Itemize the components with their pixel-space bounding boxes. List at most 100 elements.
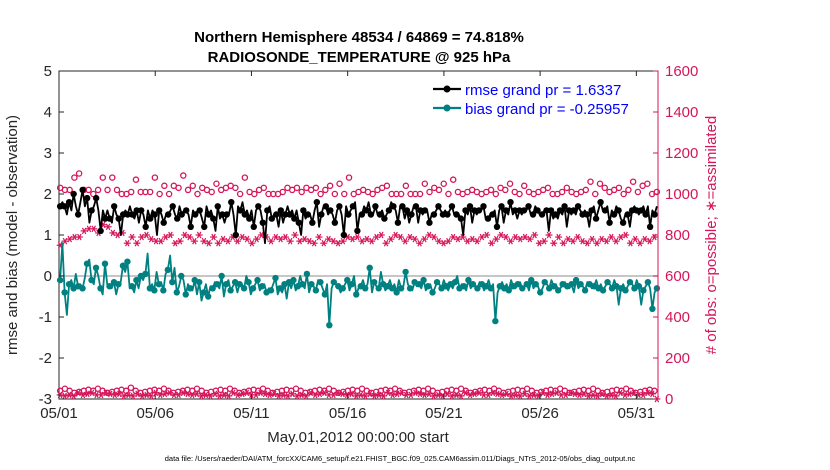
obs-lower-assimilated-point [83, 390, 91, 398]
obs-possible-point [127, 188, 135, 196]
rmse-point [304, 211, 312, 218]
obs-star-stroke [536, 392, 541, 400]
bias-point [505, 287, 513, 294]
obs-possible-point [165, 190, 173, 198]
obs-possible-point [241, 174, 249, 181]
obs-star-stroke [441, 239, 446, 247]
obs-assimilated-point [315, 233, 323, 241]
bias-point [276, 285, 284, 292]
rmse-point [426, 219, 433, 226]
rmse-point [516, 207, 523, 214]
axes-layer: 05/01 05/06 05/11 05/16 05/21 05/26 05/31 -3 -2 -… [39, 63, 699, 422]
obs-star-stroke [359, 237, 365, 245]
obs-assimilated-point [224, 237, 232, 245]
obs-star-stroke [217, 392, 222, 400]
obs-possible-point [71, 174, 78, 181]
obs-assimilated-point [449, 233, 457, 241]
obs-possible-point [132, 176, 140, 183]
obs-assimilated-point [593, 239, 601, 247]
obs-star-stroke [302, 235, 307, 243]
obs-lower-assimilated-point [216, 392, 224, 400]
obs-lower-assimilated-point [179, 389, 187, 397]
obs-lower-assimilated-point [298, 391, 306, 399]
rmse-point [358, 211, 366, 218]
bias-point [371, 278, 378, 286]
obs-assimilated-point [291, 231, 299, 239]
obs-star-stroke [647, 237, 652, 245]
rmse-point [56, 203, 64, 210]
y-right-tick-label: 1000 [665, 186, 698, 203]
obs-lower-assimilated-point [566, 389, 574, 397]
obs-star-stroke [474, 237, 480, 245]
rmse-point [417, 207, 424, 214]
rmse-point [286, 211, 294, 218]
bias-point [420, 276, 427, 284]
rmse-point [174, 215, 181, 222]
obs-assimilated-point [186, 233, 194, 241]
obs-star-stroke [522, 390, 528, 398]
obs-possible-point [260, 184, 268, 192]
obs-star-stroke [240, 390, 245, 398]
rmse-point [408, 211, 415, 218]
obs-possible-point [94, 186, 102, 194]
obs-possible-point [326, 182, 334, 190]
obs-star-stroke [581, 390, 587, 398]
obs-star-stroke [62, 392, 67, 400]
y-right-tick-label: 1600 [665, 63, 698, 80]
rmse-point [156, 207, 163, 214]
bias-point [577, 281, 584, 288]
obs-star-stroke [604, 237, 609, 245]
rmse-point [115, 215, 122, 222]
obs-assimilated-point [138, 233, 146, 241]
obs-star-stroke [490, 389, 496, 397]
obs-star-stroke [504, 390, 509, 398]
rmse-point [646, 223, 654, 230]
obs-lower-assimilated-point [375, 391, 383, 399]
y-left-tick-label: 4 [44, 104, 52, 121]
obs-star-stroke [551, 239, 557, 247]
obs-assimilated-point [579, 237, 587, 245]
obs-star-stroke [194, 390, 200, 398]
obs-star-stroke [273, 233, 279, 241]
bias-point [469, 281, 477, 288]
obs-star-stroke [94, 391, 99, 399]
obs-star-stroke [158, 391, 163, 399]
legend-entry-rmse: rmse grand pr = 1.6337 [433, 82, 621, 99]
obs-assimilated-point [214, 239, 222, 247]
obs-lower-assimilated-point [275, 392, 283, 400]
obs-assimilated-point [238, 233, 246, 241]
obs-star-stroke [627, 390, 632, 398]
obs-star-stroke [89, 389, 95, 397]
x-tick-label: 05/11 [233, 405, 269, 422]
obs-assimilated-point [219, 235, 227, 243]
obs-assimilated-point [516, 235, 524, 243]
bias-point [187, 285, 194, 292]
obs-lower-assimilated-point [279, 391, 287, 399]
bias-point [303, 270, 311, 278]
obs-assimilated-point [440, 239, 448, 247]
obs-assimilated-point [147, 235, 155, 243]
obs-star-stroke [254, 235, 259, 243]
obs-lower-assimilated-point [512, 391, 520, 399]
obs-assimilated-point [377, 231, 385, 239]
bias-point [537, 289, 544, 296]
bias-point [142, 270, 149, 278]
rmse-point [210, 215, 217, 222]
obs-assimilated-point [310, 239, 318, 247]
bias-point [393, 289, 400, 296]
obs-lower-assimilated-point [65, 391, 73, 399]
obs-star-stroke [546, 231, 552, 239]
obs-star-stroke [135, 390, 140, 398]
obs-assimilated-point [171, 239, 179, 247]
rmse-point [574, 203, 582, 210]
rmse-point [165, 211, 172, 218]
obs-star-stroke [201, 237, 207, 245]
obs-star-stroke [589, 235, 595, 243]
obs-star-stroke [344, 391, 350, 399]
obs-assimilated-point [564, 235, 572, 243]
obs-assimilated-point [425, 231, 433, 239]
bias-point [240, 285, 248, 292]
obs-star-stroke [326, 235, 331, 243]
obs-possible-point [251, 190, 258, 198]
